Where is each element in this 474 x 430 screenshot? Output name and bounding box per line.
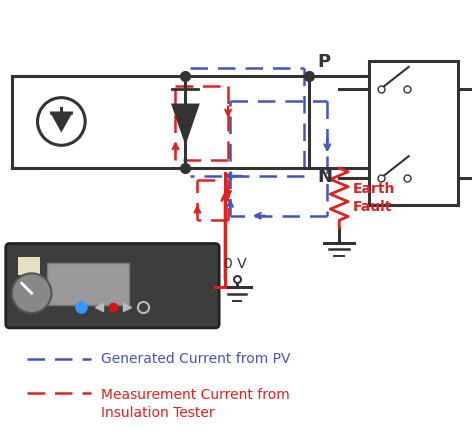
- Text: 0 V: 0 V: [224, 257, 247, 271]
- FancyBboxPatch shape: [6, 243, 219, 328]
- Text: N: N: [318, 168, 332, 186]
- Polygon shape: [51, 113, 71, 130]
- Bar: [369, 61, 458, 205]
- Text: Generated Current from PV: Generated Current from PV: [101, 352, 291, 365]
- Bar: [47, 264, 129, 305]
- Circle shape: [12, 273, 51, 313]
- Text: Measurement Current from
Insulation Tester: Measurement Current from Insulation Test…: [101, 388, 290, 420]
- Text: Earth
Fault: Earth Fault: [353, 182, 395, 214]
- Bar: [18, 258, 39, 275]
- Polygon shape: [173, 104, 198, 142]
- Text: P: P: [318, 53, 330, 71]
